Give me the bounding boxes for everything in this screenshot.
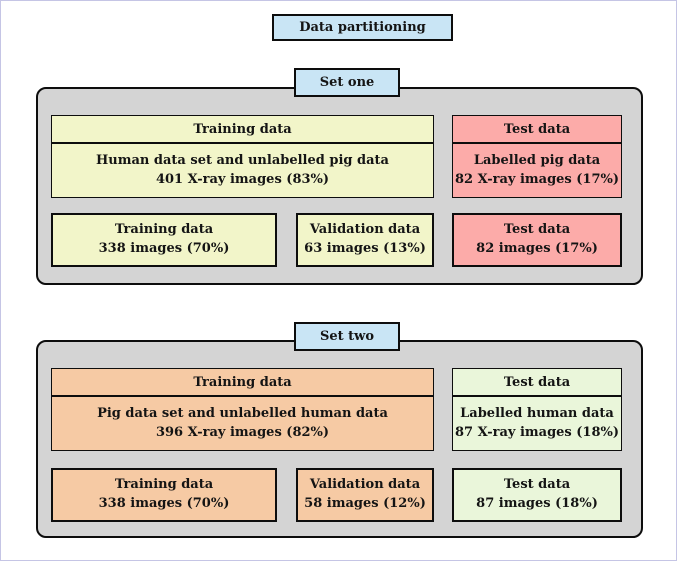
set-two-test-line2: 87 X-ray images (18%)	[454, 424, 620, 440]
set-one-test-line1: Labelled pig data	[473, 152, 601, 168]
set-one-split-validation-line1: Validation data	[309, 222, 421, 238]
set-two-split-test-box: Test data 87 images (18%)	[452, 468, 622, 522]
set-one-test-line2: 82 X-ray images (17%)	[454, 171, 620, 187]
set-one-split-training-text: Training data 338 images (70%)	[99, 221, 230, 259]
set-one-test-text: Labelled pig data 82 X-ray images (17%)	[455, 152, 619, 190]
set-one-split-validation-line2: 63 images (13%)	[304, 241, 426, 256]
set-one-training-body: Human data set and unlabelled pig data 4…	[51, 143, 434, 198]
set-one-split-test-line1: Test data	[503, 222, 571, 238]
set-one-test-body: Labelled pig data 82 X-ray images (17%)	[452, 143, 622, 198]
set-two-split-training-text: Training data 338 images (70%)	[99, 476, 230, 514]
set-two-split-validation-line2: 58 images (12%)	[304, 496, 426, 511]
set-two-split-validation-box: Validation data 58 images (12%)	[296, 468, 434, 522]
set-two-split-test-line2: 87 images (18%)	[476, 496, 598, 511]
set-two-split-training-line2: 338 images (70%)	[98, 496, 230, 511]
set-two-test-header-label: Test data	[503, 374, 571, 390]
set-one-training-line2: 401 X-ray images (83%)	[155, 171, 330, 187]
set-one-test-header: Test data	[452, 115, 622, 143]
set-one-split-training-line1: Training data	[114, 222, 214, 238]
set-one-split-validation-box: Validation data 63 images (13%)	[296, 213, 434, 267]
set-two-training-body: Pig data set and unlabelled human data 3…	[51, 396, 434, 451]
set-two-split-training-line1: Training data	[114, 477, 214, 493]
set-one-training-line1: Human data set and unlabelled pig data	[96, 152, 389, 168]
set-two-training-header-label: Training data	[193, 374, 292, 390]
set-two-test-line1: Labelled human data	[460, 405, 614, 421]
set-two-test-header: Test data	[452, 368, 622, 396]
set-two-label-box: Set two	[294, 322, 400, 351]
set-one-split-training-line2: 338 images (70%)	[98, 241, 230, 256]
set-two-split-test-line1: Test data	[503, 477, 571, 493]
set-two-training-text: Pig data set and unlabelled human data 3…	[97, 405, 388, 443]
set-one-training-text: Human data set and unlabelled pig data 4…	[96, 152, 389, 190]
set-one-split-validation-text: Validation data 63 images (13%)	[304, 221, 426, 259]
set-one-split-test-text: Test data 82 images (17%)	[476, 221, 598, 259]
set-one-split-test-box: Test data 82 images (17%)	[452, 213, 622, 267]
set-one-split-training-box: Training data 338 images (70%)	[51, 213, 277, 267]
set-one-label-box: Set one	[294, 68, 400, 97]
set-one-test-header-label: Test data	[503, 121, 571, 137]
diagram-title-box: Data partitioning	[272, 14, 453, 41]
set-two-split-validation-text: Validation data 58 images (12%)	[304, 476, 426, 514]
set-two-training-header: Training data	[51, 368, 434, 396]
set-two-split-validation-line1: Validation data	[309, 477, 421, 493]
diagram-title: Data partitioning	[299, 20, 426, 35]
set-two-label: Set two	[319, 329, 375, 344]
set-two-test-body: Labelled human data 87 X-ray images (18%…	[452, 396, 622, 451]
set-one-training-header-label: Training data	[193, 121, 292, 137]
set-two-training-line2: 396 X-ray images (82%)	[155, 424, 330, 440]
set-one-label: Set one	[319, 75, 375, 90]
set-two-split-test-text: Test data 87 images (18%)	[476, 476, 598, 514]
set-two-test-text: Labelled human data 87 X-ray images (18%…	[455, 405, 619, 443]
set-two-training-line1: Pig data set and unlabelled human data	[97, 405, 388, 421]
set-two-split-training-box: Training data 338 images (70%)	[51, 468, 277, 522]
set-one-training-header: Training data	[51, 115, 434, 143]
set-one-split-test-line2: 82 images (17%)	[476, 241, 598, 256]
